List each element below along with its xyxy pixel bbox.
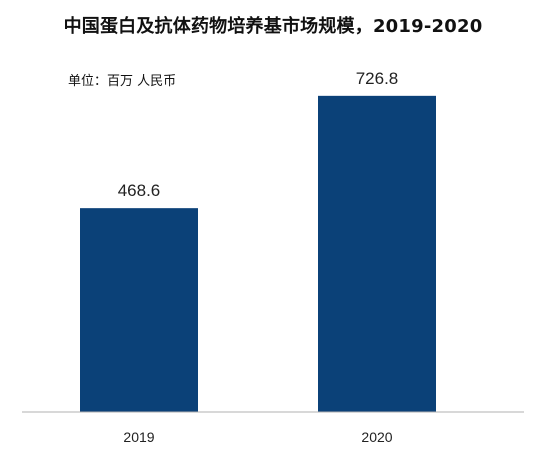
unit-label: 单位：百万 人民币 bbox=[68, 74, 177, 89]
x-tick-label-2020: 2020 bbox=[361, 429, 392, 445]
x-tick-label-2019: 2019 bbox=[123, 429, 154, 445]
data-label-2020: 726.8 bbox=[356, 69, 399, 88]
chart-title: 中国蛋白及抗体药物培养基市场规模，2019-2020 bbox=[63, 16, 483, 37]
bar-2019 bbox=[80, 208, 198, 412]
data-label-2019: 468.6 bbox=[118, 181, 161, 200]
bar-2020 bbox=[318, 95, 436, 412]
